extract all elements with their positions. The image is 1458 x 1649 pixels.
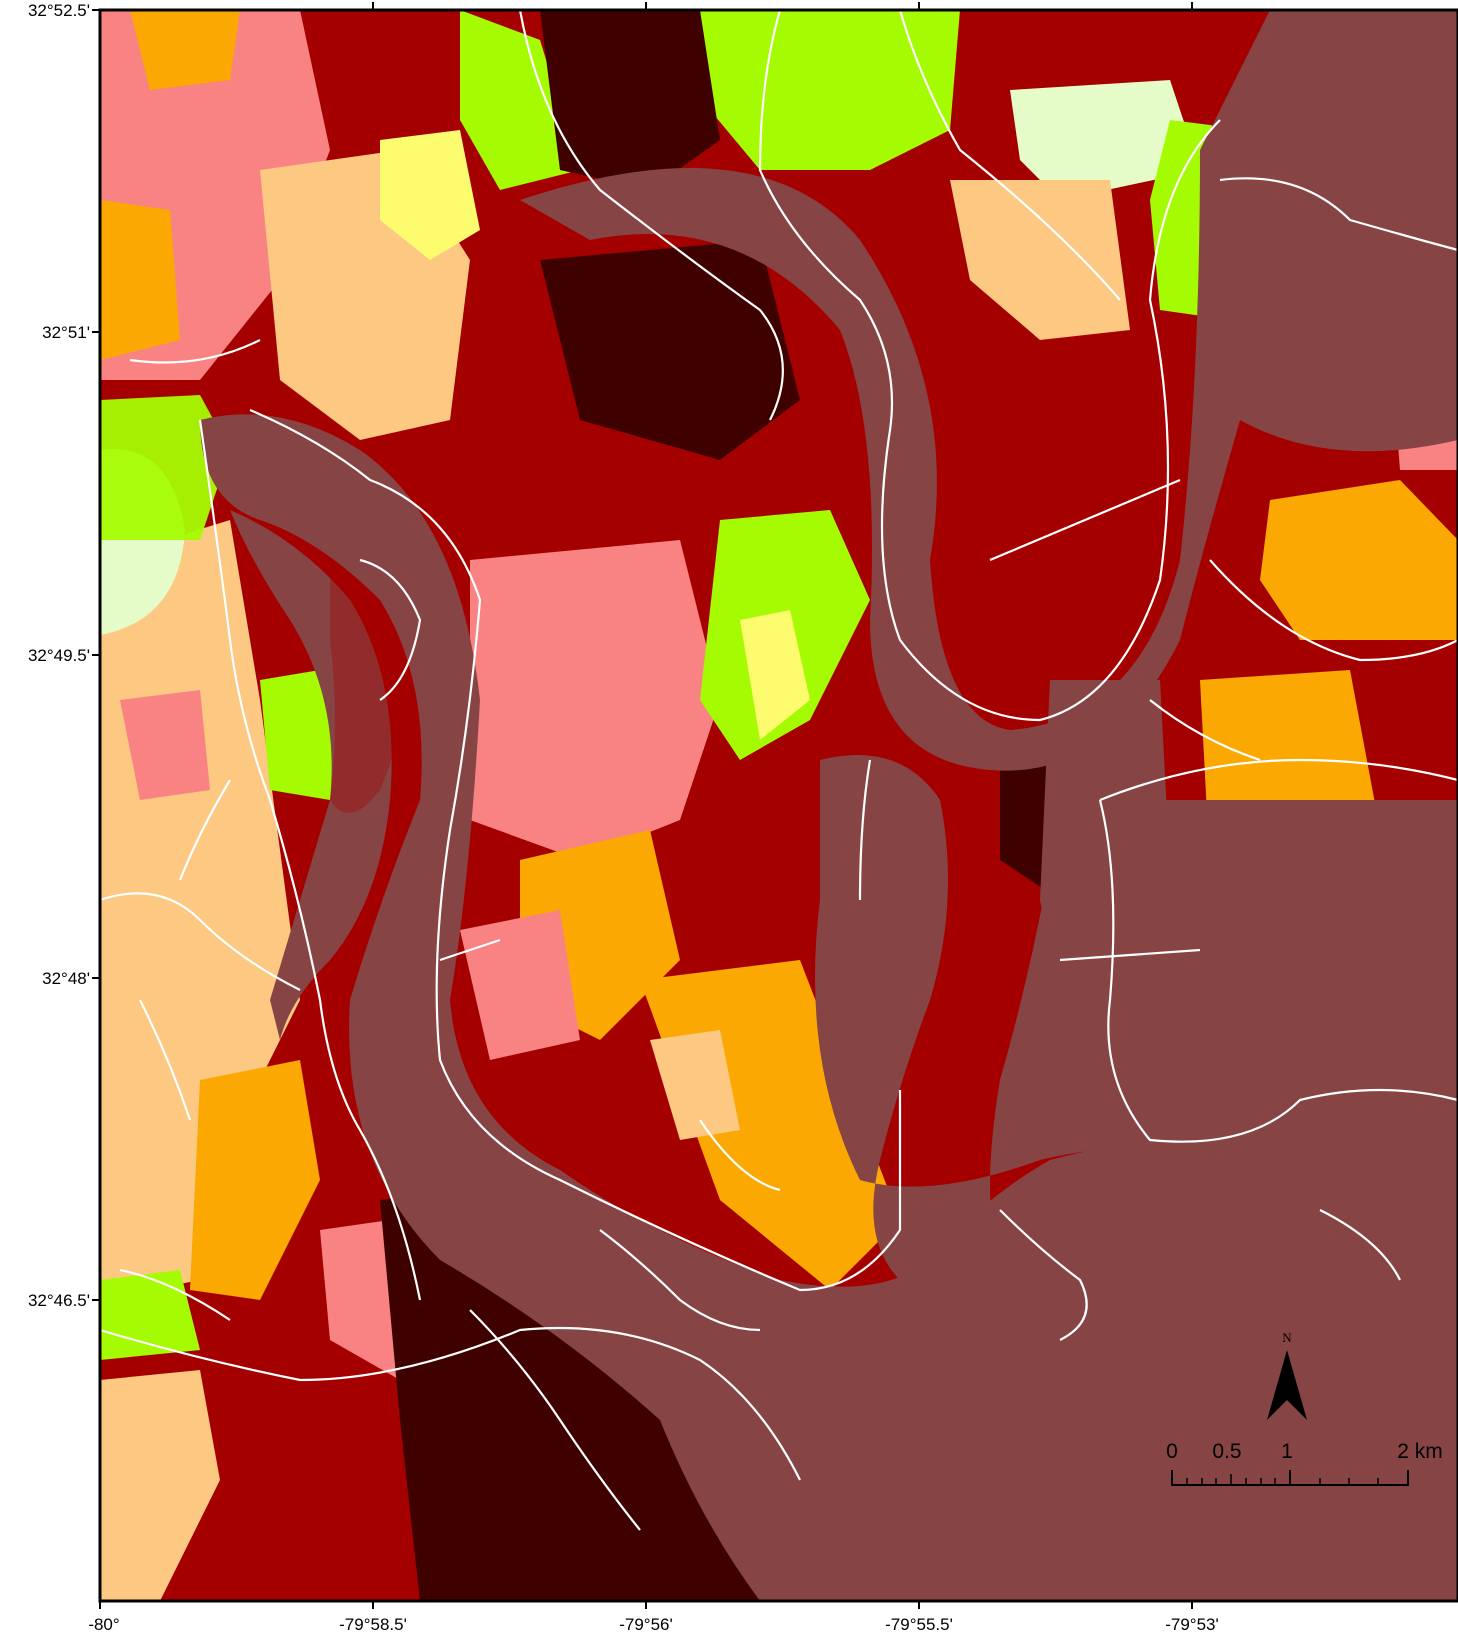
orange-patch-top	[130, 10, 240, 90]
north-label: N	[1282, 1330, 1292, 1345]
north-arrow: N	[1267, 1330, 1307, 1420]
lon-label-4: -79°53'	[1165, 1615, 1219, 1634]
lime-patch-left	[100, 395, 230, 540]
longitude-axis: -80° -79°58.5' -79°56' -79°55.5' -79°53'	[88, 2, 1219, 1634]
stream-network	[100, 10, 1458, 1531]
deep-marsh-top-center	[540, 240, 800, 460]
deep-marsh-top	[540, 10, 720, 190]
light-orange-patch-top-right	[950, 180, 1130, 340]
river-main-center	[200, 414, 1458, 1601]
lon-label-1: -79°58.5'	[339, 1615, 407, 1634]
lime-patch-top-right	[700, 10, 960, 170]
lon-label-3: -79°55.5'	[885, 1615, 953, 1634]
map-frame	[98, 8, 1458, 1603]
scale-label-2km: 2 km	[1397, 1440, 1443, 1463]
light-orange-patch-center-low	[650, 1030, 740, 1140]
lat-label-1: 32°51'	[42, 323, 90, 342]
salmon-patch-left	[120, 690, 210, 800]
scale-label-0-5: 0.5	[1212, 1440, 1241, 1463]
island-left	[330, 560, 403, 813]
orange-patch-bottom-left	[190, 1060, 320, 1300]
north-arrow-icon	[1267, 1350, 1307, 1420]
lat-label-3: 32°48'	[42, 969, 90, 988]
pale-green-patch-top-right	[1010, 80, 1200, 200]
lime-patch-top-center	[460, 10, 580, 190]
map-raster	[100, 10, 1458, 1601]
lon-label-2: -79°56'	[619, 1615, 673, 1634]
scale-bar: 0 0.5 1 2 km	[1166, 1440, 1443, 1486]
scale-label-0: 0	[1166, 1440, 1178, 1463]
river-main-top	[520, 10, 1458, 771]
salmon-patch-center-low	[460, 910, 580, 1060]
latitude-axis: 32°52.5' 32°51' 32°49.5' 32°48' 32°46.5'	[28, 1, 100, 1310]
orange-patch-right-top	[1260, 480, 1458, 640]
yellow-patch-top-center	[380, 130, 480, 260]
lat-label-2: 32°49.5'	[28, 646, 90, 665]
salmon-patch-center	[470, 540, 720, 860]
yellow-patch-center	[740, 610, 810, 740]
light-orange-patch-bottom-left	[100, 1370, 220, 1601]
lat-label-0: 32°52.5'	[28, 1, 90, 20]
scale-label-1: 1	[1281, 1440, 1293, 1463]
lon-label-0: -80°	[88, 1615, 119, 1634]
orange-patch-left	[100, 200, 180, 360]
river-channel-left-upper	[230, 510, 392, 1040]
lat-label-4: 32°46.5'	[28, 1291, 90, 1310]
